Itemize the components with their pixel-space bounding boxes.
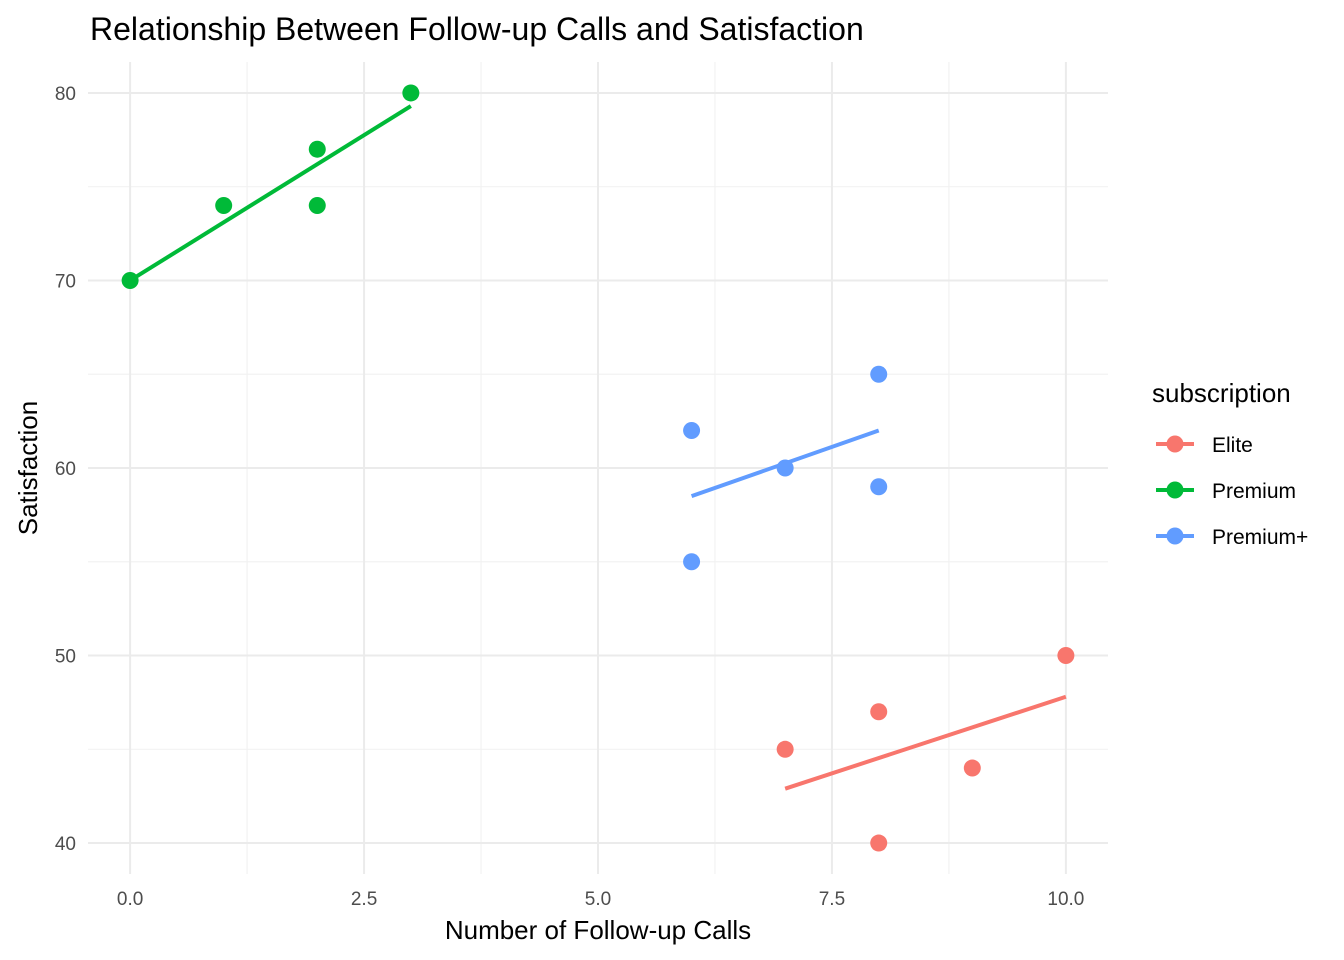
legend-label-premium-: Premium+ — [1212, 526, 1308, 549]
data-point-premium- — [683, 421, 701, 439]
x-axis-title: Number of Follow-up Calls — [445, 915, 751, 945]
y-tick-label: 40 — [55, 834, 76, 855]
x-tick-label: 7.5 — [819, 889, 845, 910]
y-tick-label: 80 — [55, 84, 76, 105]
data-point-elite — [776, 740, 794, 758]
data-point-elite — [963, 759, 981, 777]
data-point-premium — [402, 84, 420, 102]
data-point-premium — [308, 140, 326, 158]
y-axis-title: Satisfaction — [13, 401, 43, 535]
trend-line-premium — [129, 104, 412, 283]
data-point-premium- — [683, 553, 701, 571]
y-tick-label: 60 — [55, 459, 76, 480]
legend: subscription Elite Premium Premium+ — [1152, 378, 1308, 549]
legend-key-point-premium — [1166, 481, 1184, 499]
data-point-premium- — [776, 459, 794, 477]
data-point-premium — [121, 271, 139, 289]
data-points — [121, 84, 1075, 852]
data-point-premium — [215, 196, 233, 214]
data-point-elite — [870, 834, 888, 852]
data-point-premium- — [870, 478, 888, 496]
grid — [88, 62, 1108, 874]
y-axis-ticks: 40 50 60 70 80 — [55, 84, 76, 855]
x-axis-ticks: 0.0 2.5 5.0 7.5 10.0 — [117, 889, 1084, 910]
legend-title: subscription — [1152, 378, 1291, 408]
x-tick-label: 5.0 — [585, 889, 611, 910]
y-tick-label: 50 — [55, 647, 76, 668]
x-tick-label: 2.5 — [351, 889, 377, 910]
legend-label-premium: Premium — [1212, 480, 1296, 503]
x-tick-label: 10.0 — [1047, 889, 1084, 910]
legend-items: Elite Premium Premium+ — [1156, 434, 1308, 549]
data-point-premium- — [870, 365, 888, 383]
data-point-elite — [1057, 647, 1075, 665]
data-point-elite — [870, 703, 888, 721]
chart-title: Relationship Between Follow-up Calls and… — [90, 11, 864, 47]
trend-line-elite — [784, 694, 1067, 791]
data-point-premium — [308, 196, 326, 214]
x-tick-label: 0.0 — [117, 889, 143, 910]
legend-key-point-premium- — [1166, 527, 1184, 545]
legend-key-point-elite — [1166, 435, 1184, 453]
y-tick-label: 70 — [55, 271, 76, 292]
legend-label-elite: Elite — [1212, 434, 1253, 457]
